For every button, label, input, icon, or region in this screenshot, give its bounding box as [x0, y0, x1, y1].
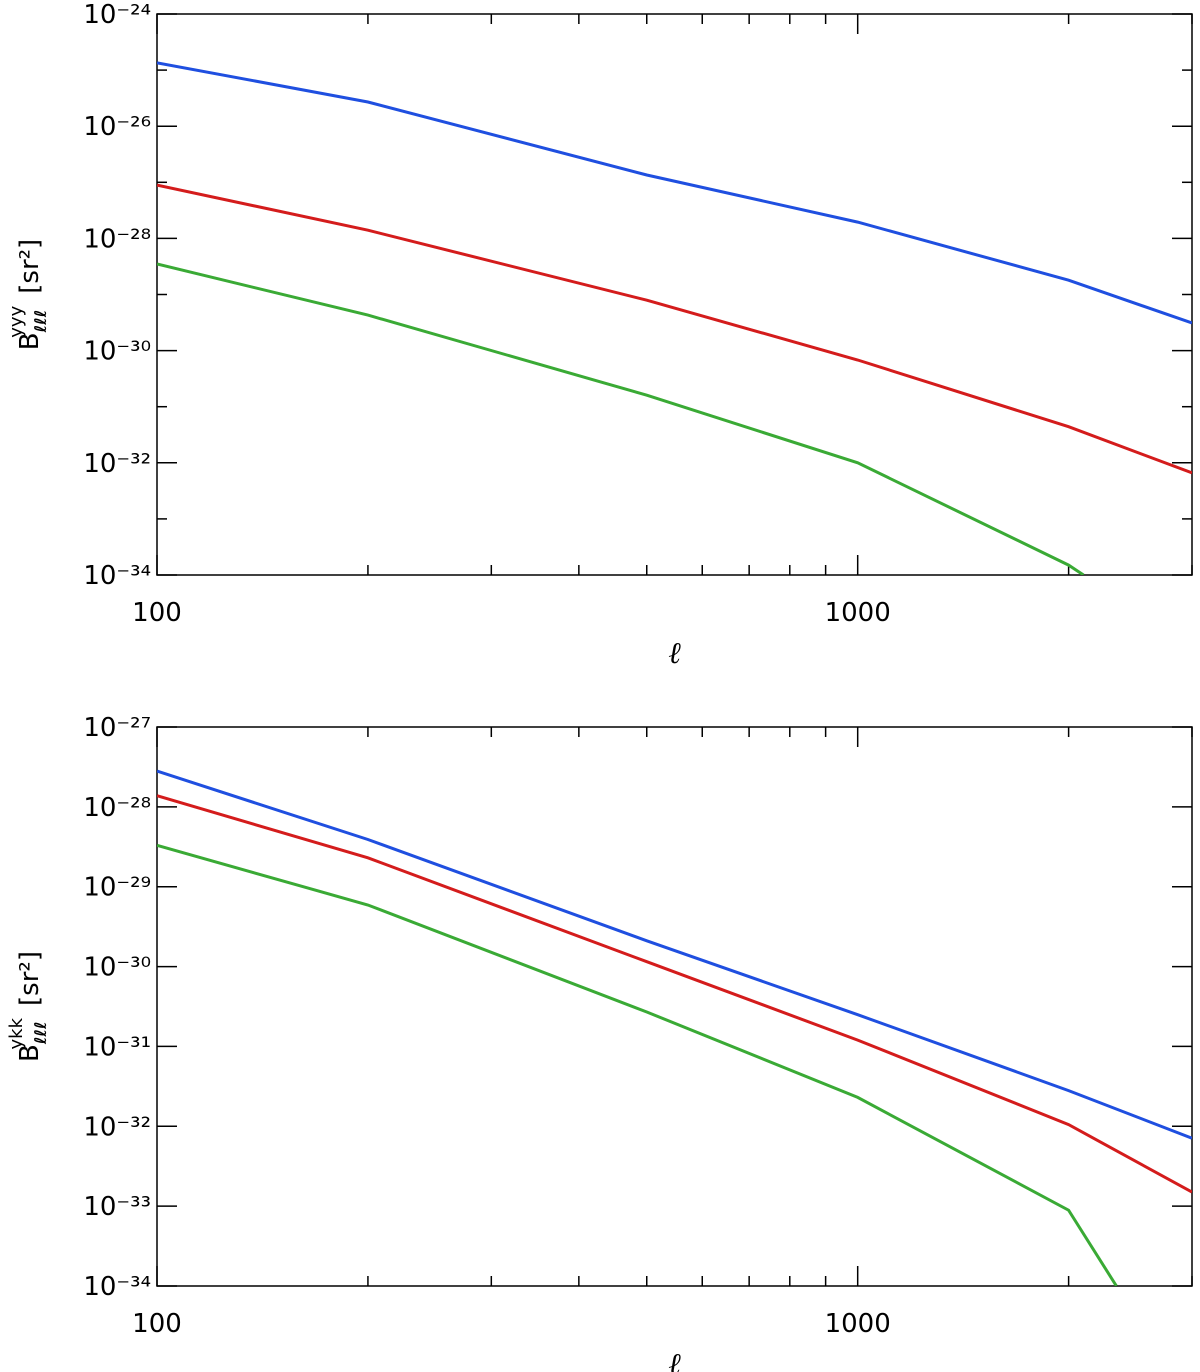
y-tick-label: 10⁻²⁹ — [83, 873, 151, 903]
x-tick-label: 1000 — [825, 1309, 891, 1339]
y-label-unit: [sr²] — [15, 951, 45, 1006]
y-label-unit: [sr²] — [15, 239, 45, 294]
series-line — [157, 183, 1192, 475]
y-label-sub: ℓℓℓ — [31, 310, 50, 334]
y-tick-label: 10⁻³³ — [83, 1192, 151, 1222]
y-label-base: B — [15, 1044, 45, 1062]
y-axis-label: Bℓℓℓykk [sr²] — [6, 951, 50, 1062]
y-tick-label: 10⁻²⁸ — [83, 793, 151, 823]
series-line — [157, 794, 1192, 1194]
x-axis-label: ℓ — [668, 1347, 681, 1372]
y-tick-label: 10⁻³¹ — [83, 1032, 151, 1062]
panel: 100 1000 10⁻³⁴ 10⁻³³ 10⁻³² 10⁻³¹ 10⁻³⁰ 10⁻²⁹ 10⁻… — [6, 713, 1193, 1372]
y-tick-label: 10⁻³² — [83, 449, 151, 479]
x-tick-label: 1000 — [825, 598, 891, 628]
y-tick-label: 10⁻³⁰ — [83, 953, 151, 983]
y-axis-label: Bℓℓℓyyy [sr²] — [6, 239, 50, 350]
x-axis-label: ℓ — [668, 636, 681, 671]
series-line — [157, 843, 1118, 1286]
x-tick-label: 100 — [132, 598, 182, 628]
y-tick-label: 10⁻²⁷ — [83, 713, 151, 743]
y-tick-label: 10⁻²⁶ — [83, 112, 151, 142]
y-label-base: B — [15, 332, 45, 350]
series-line — [157, 769, 1192, 1140]
plot-frame — [156, 13, 1193, 576]
y-tick-label: 10⁻³⁰ — [83, 337, 151, 367]
y-tick-label: 10⁻²⁸ — [83, 224, 151, 254]
y-label-sup: yyy — [6, 305, 27, 337]
y-tick-label: 10⁻³⁴ — [83, 1272, 151, 1302]
y-tick-label: 10⁻³² — [83, 1112, 151, 1142]
series-line — [157, 262, 1085, 575]
plot-frame — [156, 726, 1193, 1287]
series-line — [157, 61, 1192, 325]
y-label-sup: ykk — [6, 1017, 27, 1049]
y-tick-label: 10⁻³⁴ — [83, 561, 151, 591]
y-label-sub: ℓℓℓ — [31, 1021, 50, 1045]
x-tick-label: 100 — [132, 1309, 182, 1339]
y-tick-label: 10⁻²⁴ — [83, 0, 151, 30]
panel: 100 1000 10⁻³⁴ 10⁻³² 10⁻³⁰ 10⁻²⁸ 10⁻²⁶ 10⁻²⁴ ℓ Bℓ… — [6, 0, 1193, 671]
